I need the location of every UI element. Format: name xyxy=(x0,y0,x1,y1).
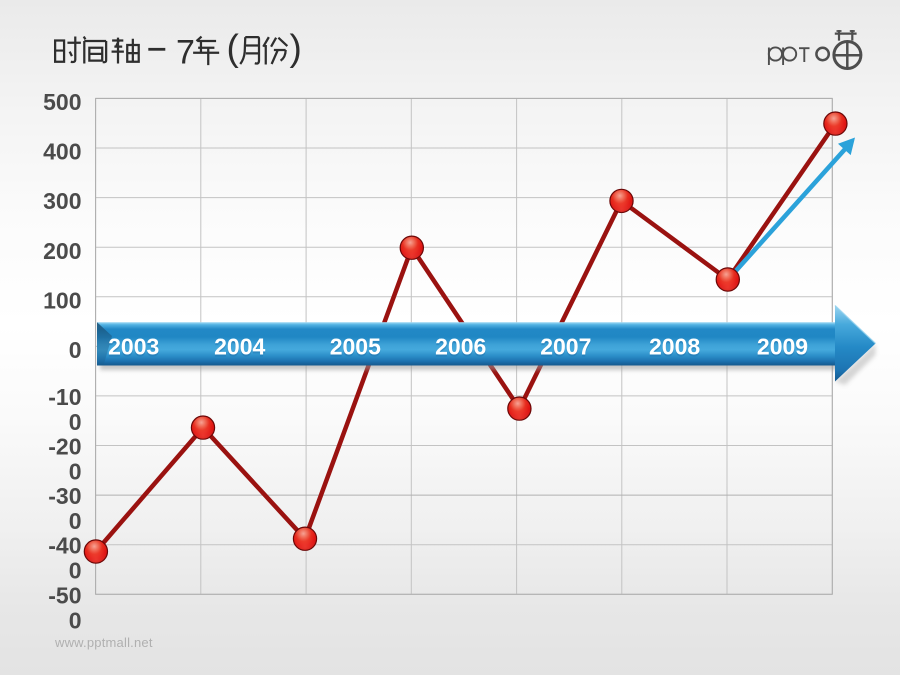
svg-text:500: 500 xyxy=(43,89,81,115)
svg-text:-20: -20 xyxy=(48,434,81,460)
svg-text:0: 0 xyxy=(69,409,82,435)
svg-text:2007: 2007 xyxy=(540,334,591,360)
svg-text:2004: 2004 xyxy=(214,335,265,361)
svg-text:2008: 2008 xyxy=(649,335,700,361)
svg-text:(: ( xyxy=(227,28,240,69)
svg-text:-50: -50 xyxy=(48,582,81,608)
svg-text:2006: 2006 xyxy=(435,334,486,360)
svg-text:7: 7 xyxy=(176,34,195,72)
svg-text:2009: 2009 xyxy=(757,335,808,361)
svg-text:2004: 2004 xyxy=(214,334,265,360)
svg-text:300: 300 xyxy=(43,188,81,214)
svg-text:2005: 2005 xyxy=(330,335,381,361)
svg-text:0: 0 xyxy=(69,558,82,584)
svg-text:2005: 2005 xyxy=(330,334,381,360)
svg-text:200: 200 xyxy=(43,238,81,264)
svg-text:2009: 2009 xyxy=(757,334,808,360)
svg-text:0: 0 xyxy=(69,459,82,485)
svg-text:-10: -10 xyxy=(48,384,81,410)
svg-text:0: 0 xyxy=(69,337,82,363)
svg-text:100: 100 xyxy=(43,287,81,313)
svg-text:-40: -40 xyxy=(48,533,81,559)
svg-text:2007: 2007 xyxy=(540,335,591,361)
svg-text:2006: 2006 xyxy=(435,335,486,361)
svg-text:): ) xyxy=(290,28,302,69)
svg-text:2008: 2008 xyxy=(649,334,700,360)
svg-text:2003: 2003 xyxy=(108,334,159,360)
svg-text:2003: 2003 xyxy=(108,335,159,361)
svg-text:400: 400 xyxy=(43,139,81,165)
svg-text:0: 0 xyxy=(69,508,82,534)
svg-text:-30: -30 xyxy=(48,483,81,509)
svg-text:0: 0 xyxy=(69,607,82,633)
svg-text:www.pptmall.net: www.pptmall.net xyxy=(54,635,153,650)
